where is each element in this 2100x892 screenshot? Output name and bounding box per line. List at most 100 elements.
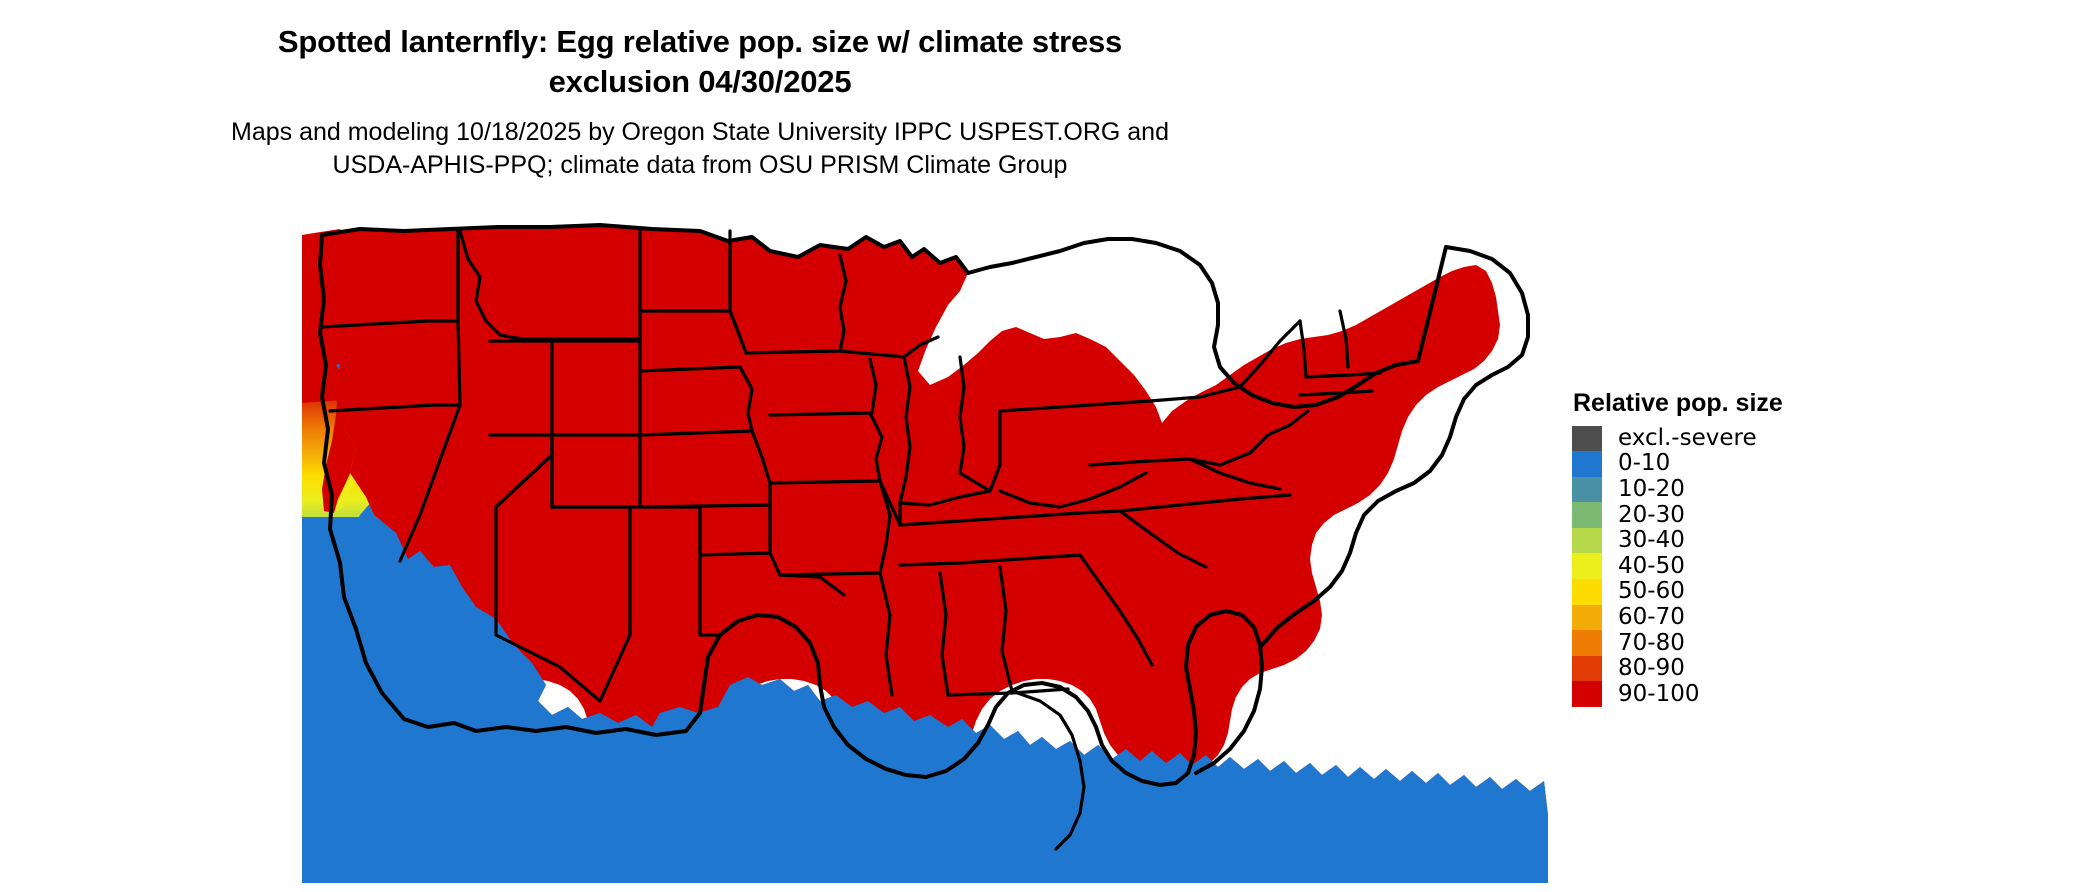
legend-rows: excl.-severe 0-10 10-20 20-30 30-40 40-50 50-6… xyxy=(1572,424,1992,708)
title-line-2: exclusion 04/30/2025 xyxy=(548,64,852,100)
legend-label: 10-20 xyxy=(1618,475,1685,502)
subtitle-line-1: Maps and modeling 10/18/2025 by Oregon S… xyxy=(231,118,1169,146)
border-az-bottom xyxy=(494,505,632,703)
border-id-mt xyxy=(458,229,554,341)
border-il-in xyxy=(898,355,912,505)
border-mn-wi xyxy=(838,253,848,353)
border-wi-il xyxy=(838,349,906,359)
legend-item: excl.-severe xyxy=(1572,424,1992,452)
border-ks-mo xyxy=(750,429,772,507)
border-va-nj-de xyxy=(1218,433,1270,467)
border-ar-la xyxy=(778,571,882,577)
border-in-ky xyxy=(898,489,992,507)
border-or-ca xyxy=(328,403,462,413)
legend-label: 90-100 xyxy=(1618,680,1700,707)
border-in-oh xyxy=(958,355,966,475)
legend-item: 30-40 xyxy=(1572,527,1992,554)
border-mn-ia xyxy=(744,349,842,355)
border-ks-ok xyxy=(638,503,772,509)
title-line-1: Spotted lanternfly: Egg relative pop. si… xyxy=(277,24,1123,59)
legend-swatch xyxy=(1572,527,1602,554)
choropleth-map xyxy=(300,215,1550,885)
southern-border xyxy=(474,613,928,779)
border-ma-ct-ri xyxy=(1298,389,1374,397)
legend-label: excl.-severe xyxy=(1618,424,1757,451)
state-borders xyxy=(318,223,1530,851)
border-mo-ar xyxy=(768,479,882,485)
northern-border xyxy=(966,237,1448,409)
border-sd-mn xyxy=(728,309,748,355)
map-landmass xyxy=(316,225,1500,775)
border-la-ms xyxy=(878,571,894,697)
legend-swatch xyxy=(1572,604,1602,631)
legend-item: 50-60 xyxy=(1572,579,1992,605)
legend-swatch xyxy=(1572,579,1602,605)
legend-item: 70-80 xyxy=(1572,630,1992,656)
border-wi-mi xyxy=(902,335,940,359)
subtitle-line-2: USDA-APHIS-PPQ; climate data from OSU PR… xyxy=(332,151,1068,179)
legend-label: 20-30 xyxy=(1618,501,1685,528)
page-subtitle: Maps and modeling 10/18/2025 by Oregon S… xyxy=(0,116,1400,182)
legend-item: 20-30 xyxy=(1572,502,1992,528)
border-or-id xyxy=(456,319,462,407)
legend-label: 0-10 xyxy=(1618,450,1671,477)
legend-swatch xyxy=(1572,451,1602,477)
border-sc-ga xyxy=(1078,553,1154,667)
legend-swatch xyxy=(1572,655,1602,682)
border-wa-or xyxy=(320,319,460,329)
border-ne-ia xyxy=(738,365,754,433)
page-title: Spotted lanternfly: Egg relative pop. si… xyxy=(0,22,1400,103)
legend-swatch xyxy=(1572,502,1602,528)
legend-item: 40-50 xyxy=(1572,552,1992,580)
west-coast-outline xyxy=(318,233,478,733)
legend-swatch xyxy=(1572,425,1602,452)
legend-label: 80-90 xyxy=(1618,655,1685,682)
national-outline xyxy=(320,223,970,275)
map-legend: Relative pop. size excl.-severe 0-10 10-20… xyxy=(1572,389,1992,708)
border-vt-nh xyxy=(1298,319,1308,379)
border-ia-il xyxy=(868,357,878,415)
legend-item: 60-70 xyxy=(1572,603,1992,631)
border-oh-pa xyxy=(998,403,1092,413)
legend-swatch xyxy=(1572,476,1602,503)
border-ky-tn xyxy=(898,509,1122,527)
legend-label: 30-40 xyxy=(1618,527,1685,554)
border-ca-nv xyxy=(398,403,462,563)
border-ct-ri-ny xyxy=(1304,371,1382,379)
border-ar-ms xyxy=(878,479,892,575)
border-ny-nj xyxy=(1266,409,1310,437)
border-tn-al-ga xyxy=(898,553,1082,567)
border-sd-ne xyxy=(638,365,742,373)
legend-swatch xyxy=(1572,681,1602,708)
legend-label: 40-50 xyxy=(1618,552,1685,579)
border-oh-pa-wv xyxy=(958,409,1002,493)
border-fl-panhandle xyxy=(1010,689,1086,851)
east-coast-outline xyxy=(1260,245,1530,647)
lake-superior xyxy=(1060,241,1206,289)
border-nh-me xyxy=(1338,309,1350,369)
legend-title: Relative pop. size xyxy=(1573,389,1783,417)
legend-item: 10-20 xyxy=(1572,475,1992,503)
legend-label: 60-70 xyxy=(1618,603,1685,630)
legend-swatch xyxy=(1572,553,1602,580)
legend-label: 70-80 xyxy=(1618,629,1685,656)
border-ga-fl xyxy=(946,687,1070,697)
border-ny-vt-nh-me xyxy=(1238,319,1302,389)
border-md-va xyxy=(1188,457,1282,491)
legend-swatch xyxy=(1572,630,1602,656)
border-nc-sc xyxy=(1118,509,1208,569)
legend-label: 50-60 xyxy=(1618,578,1685,605)
us-landmass-path xyxy=(316,225,1500,775)
border-mo-il-ky xyxy=(868,411,902,527)
border-al-ga xyxy=(998,565,1014,693)
border-nc-va xyxy=(1118,493,1292,513)
legend-item: 0-10 xyxy=(1572,451,1992,477)
legend-item: 80-90 xyxy=(1572,655,1992,682)
legend-item: 90-100 xyxy=(1572,680,1992,708)
border-pa-ny xyxy=(1088,385,1242,407)
border-ne-ks xyxy=(638,429,754,437)
border-wv-va xyxy=(998,471,1148,509)
border-ms-al xyxy=(938,571,950,697)
border-ia-mo xyxy=(768,411,872,417)
border-pa-md-wv xyxy=(1088,457,1222,467)
